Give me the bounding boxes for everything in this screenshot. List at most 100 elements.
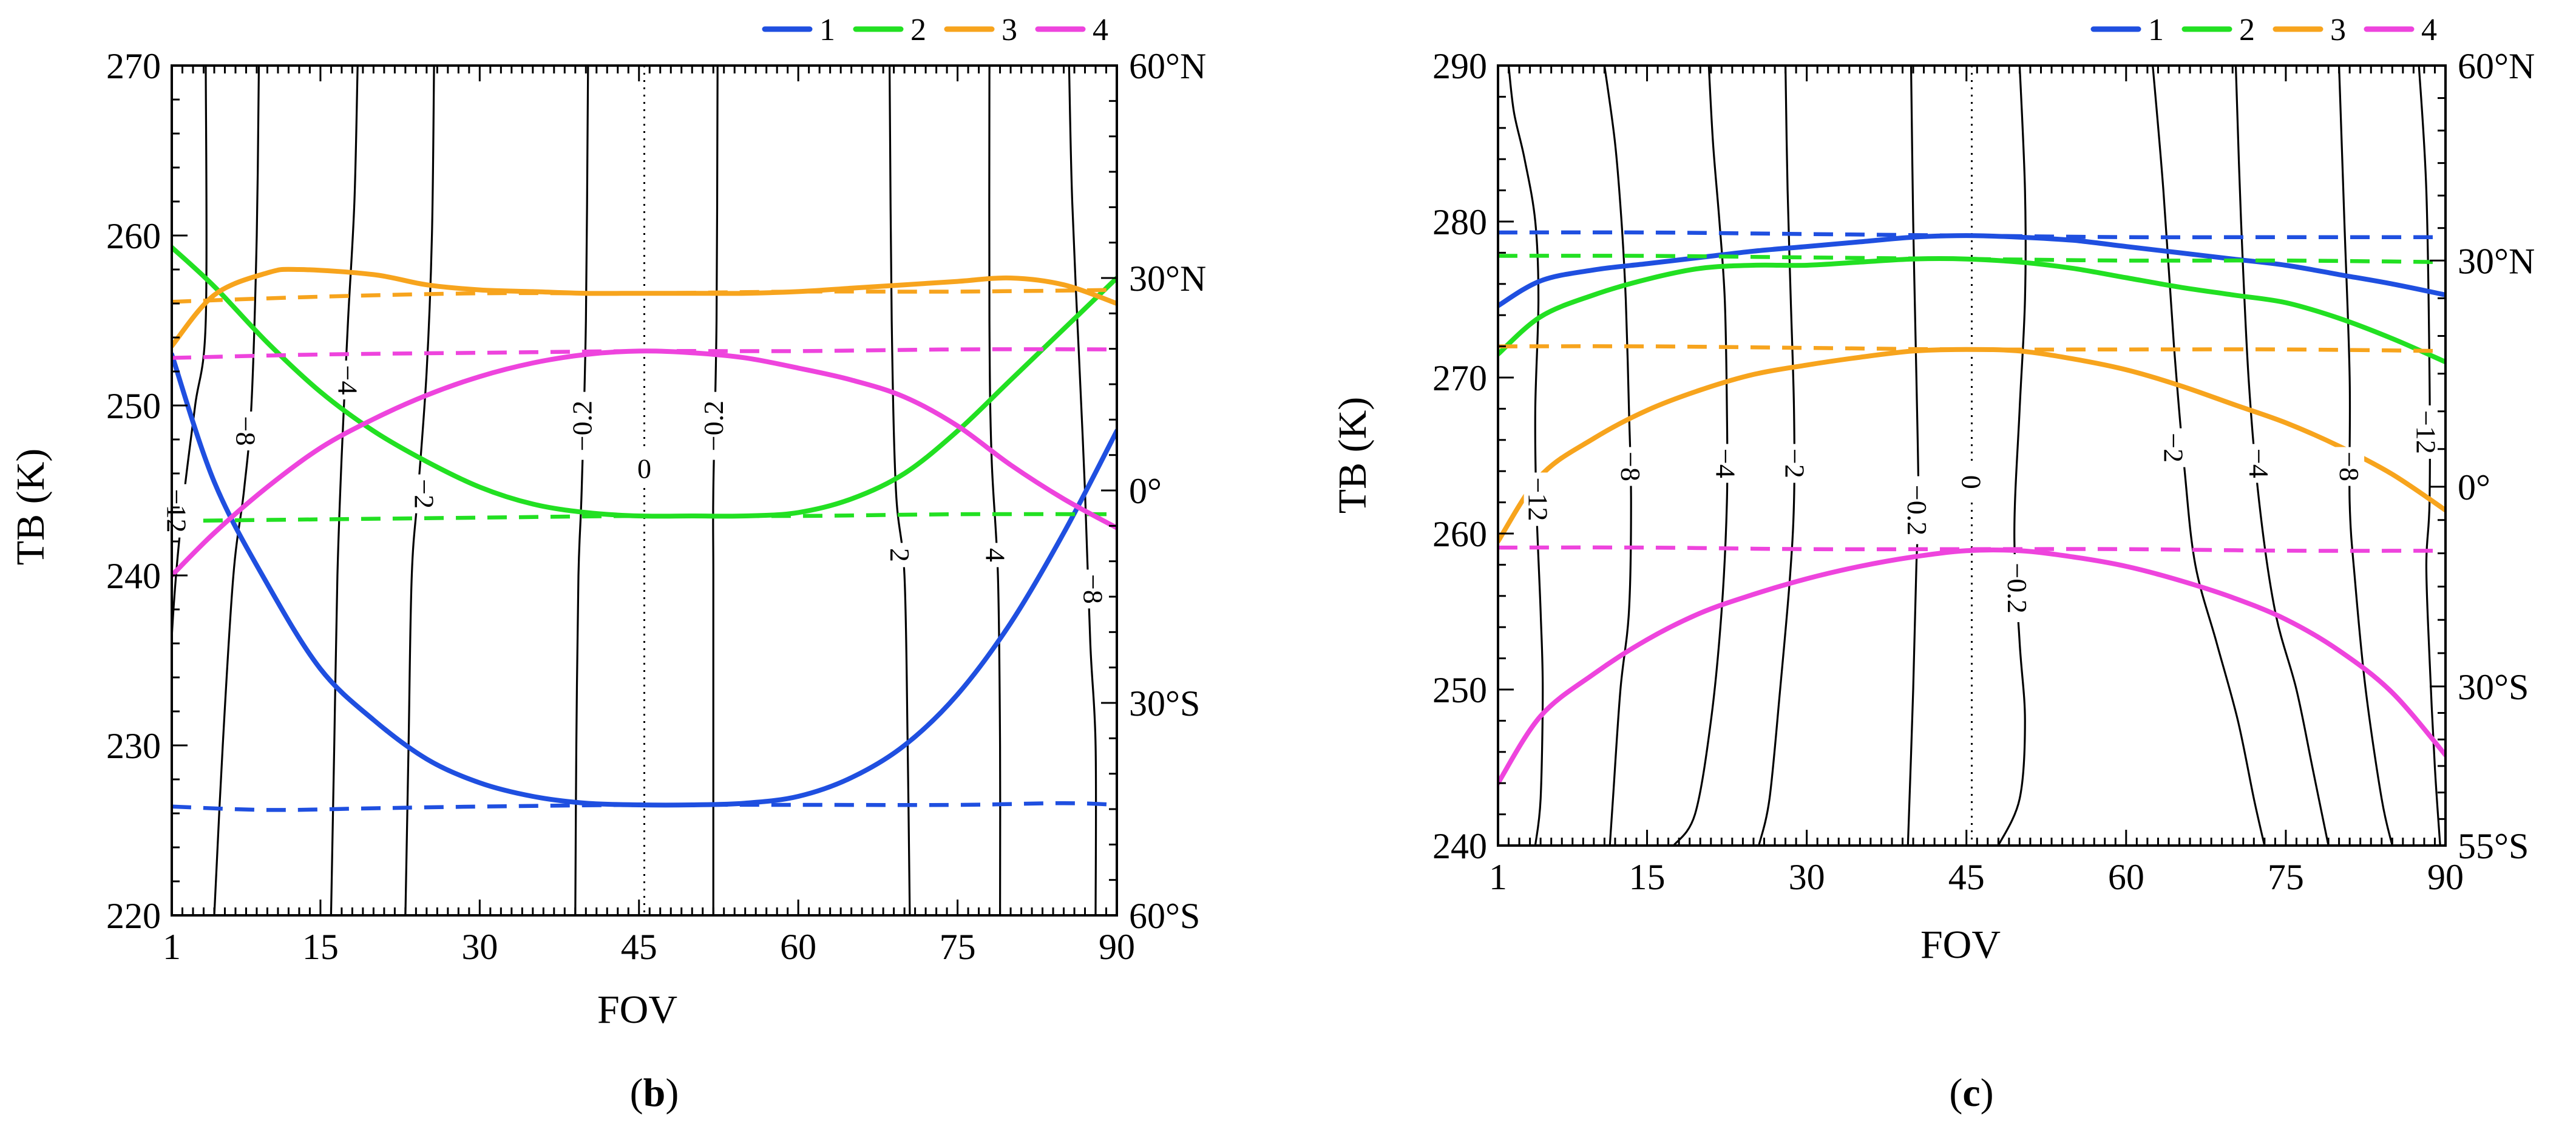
panel-b-x-axis-title: FOV: [597, 988, 677, 1032]
panel-b-y-tick-label-260: 260: [106, 216, 161, 256]
panel-c-y-tick-label-260: 260: [1432, 514, 1487, 554]
panel-b-right-tick-label-4: 30°S: [1129, 683, 1200, 724]
panel-b-x-tick-label-1: 1: [163, 927, 181, 967]
panel-c-contour-label-1: −12: [1523, 472, 1554, 526]
panel-c-contour-label-10: −12: [2410, 405, 2441, 459]
panel-c-contour-label-3: −4: [1710, 444, 1741, 483]
panel-c-x-tick-label-15: 15: [1629, 857, 1666, 897]
panel-b-y-tick-label-270: 270: [106, 46, 161, 86]
panel-c-y-tick-label-270: 270: [1432, 358, 1487, 398]
panel-b-contour-label-bg-1: [162, 484, 192, 538]
panel-c-series-3-solid: [1498, 347, 2446, 544]
panel-b-contour-line-6: [712, 66, 719, 915]
panel-c-axes: 1 15 30 45 60 75 90 240 250 260 270 280 290 60°N 30°N 0…: [1432, 46, 2535, 897]
panel-c-contour-line-8: [2234, 66, 2330, 846]
panel-b-contour-label-bg-2: [231, 412, 261, 450]
panel-c-contour-label-9: −8: [2334, 447, 2365, 486]
panel-b-reference-label-text: 0: [637, 453, 651, 484]
panel-c-x-tick-label-90: 90: [2427, 857, 2464, 897]
panel-b-contour-label-3: −4: [332, 361, 363, 399]
panel-b-series: [172, 245, 1117, 812]
panel-b-label-letter: b: [643, 1071, 666, 1115]
panel-c-x-tick-label-60: 60: [2108, 857, 2144, 897]
panel-c: −12 −8 −4 −2 −0.2 −0.2 −2 −4 −8 −12 0 1 15 30 45 60 75 90…: [1330, 13, 2535, 1115]
panel-b-contour-label-text-8: 4: [980, 548, 1011, 562]
panel-c-contour-label-bg-1: [1524, 472, 1553, 526]
panel-c-contour-label-bg-10: [2412, 405, 2441, 459]
panel-c-series-3-dashed: [1498, 344, 2446, 353]
panel-c-contour-label-text-1: −12: [1523, 478, 1554, 521]
panel-b-contour-label-bg-3: [333, 361, 363, 399]
panel-c-contour-line-6: [1997, 66, 2027, 846]
panel-c-contour-label-5: −0.2: [1902, 476, 1933, 544]
panel-b-contour-label-8: 4: [980, 543, 1011, 568]
panel-c-x-tick-label-75: 75: [2268, 857, 2304, 897]
panel-c-contour-label-4: −2: [1779, 444, 1810, 483]
panel-c-series-2-solid: [1498, 256, 2446, 365]
panel-b-x-tick-label-90: 90: [1099, 927, 1135, 967]
panel-c-contour-label-bg-2: [1616, 447, 1646, 486]
panel-b-y-tick-label-230: 230: [106, 726, 161, 766]
panel-c-contour-line-1: [1507, 66, 1544, 846]
panel-b-contour-line-7: [889, 66, 911, 915]
panel-c-right-tick-label-5: 55°S: [2458, 826, 2529, 866]
panel-c-label-close: ): [1981, 1071, 1994, 1115]
panel-b-y-tick-label-240: 240: [106, 556, 161, 596]
panel-b-x-tick-label-75: 75: [940, 927, 976, 967]
panel-c-legend-label-4: 4: [2421, 13, 2437, 47]
panel-c-y-axis-title: TB (K): [1330, 397, 1375, 514]
panel-c-contour-line-5: [1907, 66, 1920, 846]
panel-b-contour-line-1: [172, 66, 208, 659]
panel-b-right-tick-label-5: 60°S: [1129, 896, 1200, 936]
panel-c-reference-label: 0: [1956, 464, 1987, 498]
panel-c-contour-label-bg-7: [2159, 428, 2189, 467]
panel-c-label-letter: c: [1962, 1071, 1980, 1115]
panel-b-contour-label-6: −0.2: [698, 392, 729, 460]
panel-c-contour-label-bg-6: [2002, 554, 2032, 622]
panel-c-contour-label-text-5: −0.2: [1902, 485, 1933, 535]
panel-c-contour-label-text-10: −12: [2410, 410, 2441, 454]
panel-b-contour-label-4: −2: [408, 474, 439, 514]
panel-b-contour-label-text-1: −12: [161, 489, 192, 533]
panel-c-contour-label-text-7: −2: [2158, 433, 2189, 463]
panel-b-contour-label-bg-5: [567, 392, 597, 460]
panel-c-right-tick-label-4: 30°S: [2458, 667, 2529, 707]
panel-b-contour-line-8: [988, 66, 1002, 915]
panel-c-y-tick-label-280: 280: [1432, 202, 1487, 242]
panel-b-contour-label-1: −12: [161, 484, 192, 538]
panel-b-series-1-dashed: [172, 801, 1117, 812]
panel-b-contour-label-bg-8: [981, 543, 1011, 568]
panel-b-contour-line-2: [213, 66, 260, 915]
panel-c-contours: [1507, 66, 2441, 846]
panel-b-contour-label-text-3: −4: [332, 365, 363, 395]
panel-b-label: (b): [630, 1071, 679, 1115]
panel-c-legend-label-1: 1: [2148, 13, 2164, 47]
panel-b-y-tick-label-250: 250: [106, 386, 161, 426]
panel-c-y-tick-label-250: 250: [1432, 670, 1487, 710]
panel-c-series-1-solid: [1498, 233, 2446, 308]
panel-c-x-tick-label-45: 45: [1948, 857, 1985, 897]
panel-b-x-tick-label-30: 30: [461, 927, 498, 967]
panel-c-legend: 1 2 3 4: [2090, 13, 2437, 47]
panel-c-legend-label-3: 3: [2330, 13, 2346, 47]
panel-c-contour-label-text-4: −2: [1779, 449, 1810, 478]
panel-c-y-tick-label-240: 240: [1432, 826, 1487, 866]
panel-b-right-tick-label-3: 0°: [1129, 471, 1162, 511]
panel-b-contour-line-9: [1068, 66, 1097, 915]
panel-c-contour-line-7: [2152, 66, 2266, 846]
panel-b-legend-label-1: 1: [819, 13, 835, 47]
panel-c-contour-label-text-3: −4: [1710, 449, 1741, 478]
panel-b-series-1-solid: [172, 352, 1117, 808]
panel-b-contour-labels: −12 −8 −4 −2 −0.2 −0.2 2 4 −8 0: [161, 361, 1109, 609]
panel-c-contour-line-4: [1758, 66, 1795, 846]
panel-c-y-tick-label-290: 290: [1432, 46, 1487, 86]
panel-c-contour-label-2: −8: [1615, 447, 1646, 486]
panel-b-reference-label: 0: [632, 450, 657, 484]
panel-c-reference-label-bg: [1959, 464, 1984, 498]
panel-b-series-2-solid: [172, 245, 1117, 519]
panel-c-contour-label-bg-8: [2245, 444, 2274, 483]
panel-b-contour-label-text-4: −2: [408, 479, 439, 509]
